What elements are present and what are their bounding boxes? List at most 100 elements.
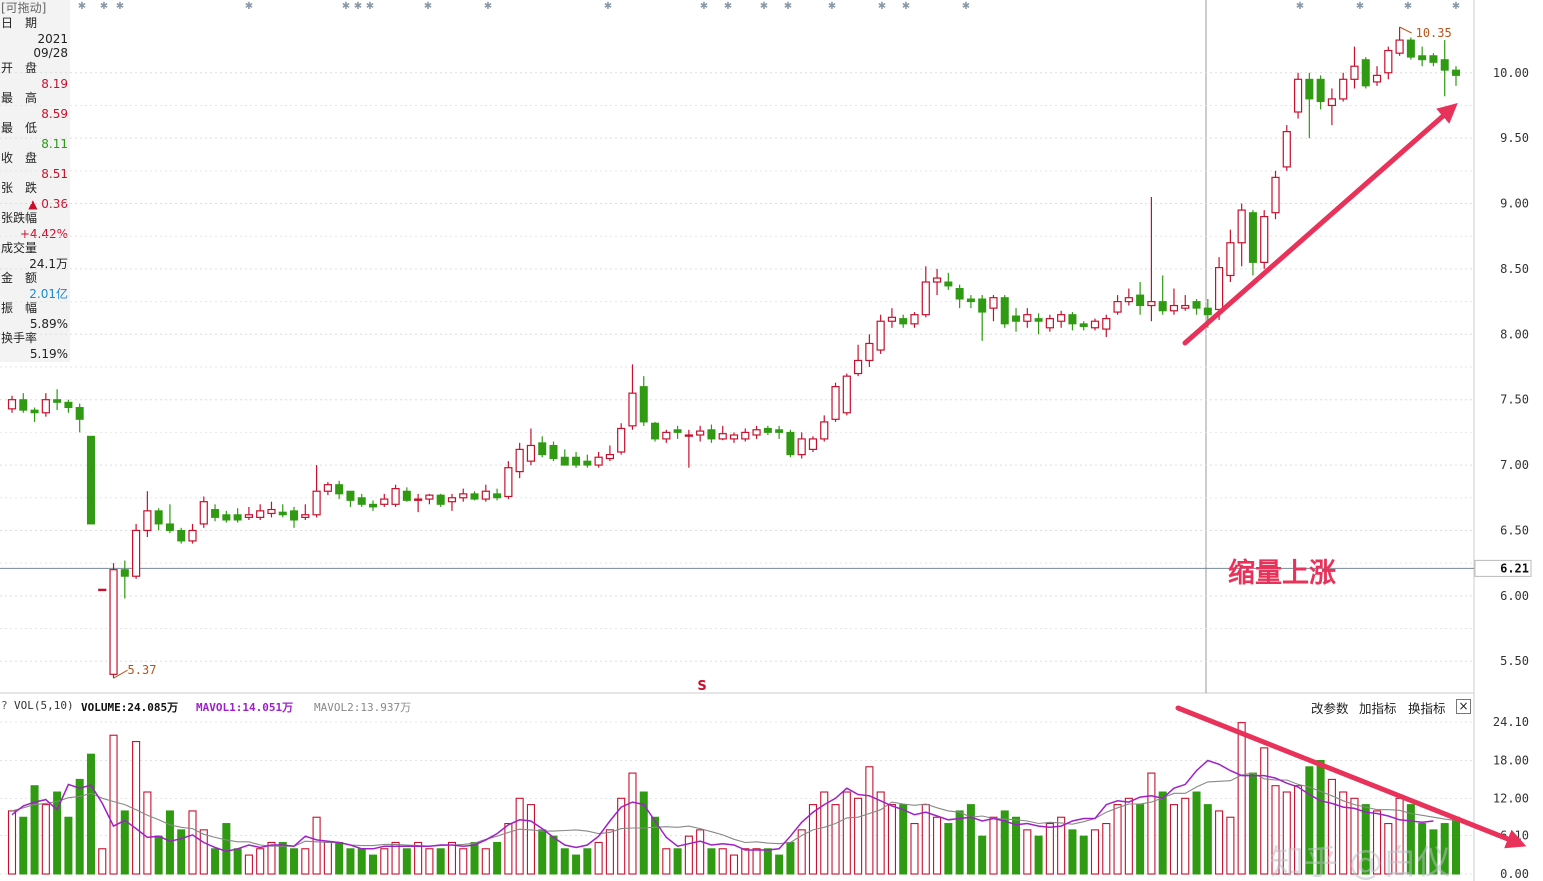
volume-bar-up [515, 797, 524, 875]
price-tick-label: 7.00 [1500, 458, 1529, 472]
volume-bar-down [1305, 766, 1314, 875]
candle-body-up [98, 588, 107, 592]
candle-body-up [853, 359, 863, 375]
volume-bar-down [154, 835, 163, 875]
event-star-icon: ✱ [1404, 1, 1412, 12]
candle-body-up [797, 438, 806, 456]
volume-bar-up [1113, 804, 1122, 875]
volume-bar-up [256, 848, 265, 875]
candle-body-up [808, 438, 818, 450]
amplitude-value: 5.89% [29, 317, 68, 331]
volume-bar-down [1361, 804, 1370, 875]
high-label: 最 高 [1, 91, 38, 105]
change-params-button[interactable]: 改参数 [1311, 701, 1349, 716]
volume-label: 成交量 [1, 241, 38, 255]
candle-body-up [876, 320, 885, 351]
add-indicator-button[interactable]: 加指标 [1359, 701, 1397, 716]
price-tick-label: 7.50 [1500, 393, 1529, 407]
volume-bar-down [583, 848, 592, 875]
help-icon[interactable]: ? [1, 699, 8, 712]
volume-bar-down [639, 791, 648, 875]
candle-body-down [966, 298, 975, 303]
candle-body-up [1282, 131, 1291, 168]
candle-body-up [380, 498, 389, 505]
volume-bar-up [684, 835, 693, 875]
volume-bar-up [605, 829, 614, 875]
volume-bar-up [1023, 829, 1032, 875]
price-axis: 10.00 9.50 9.00 8.50 8.00 7.50 7.00 6.50 6.00 5.5… [1474, 66, 1532, 668]
volume-bar-down [1034, 835, 1043, 875]
min-pointer [113, 669, 128, 679]
event-star-icon: ✱ [878, 1, 886, 12]
volume-bar-down [369, 854, 377, 875]
volume-bar-up [594, 841, 603, 875]
candle-body-down [1418, 55, 1427, 61]
pct-label: 张跌幅 [1, 211, 38, 225]
candle-body-up [910, 314, 919, 325]
candle-body-down [233, 514, 242, 521]
candle-body-down [1452, 69, 1460, 76]
volume-bar-up [188, 810, 197, 875]
candle-body-down [1316, 78, 1325, 103]
volume-tick-label: 0.00 [1500, 867, 1529, 881]
volume-bar-up [380, 848, 389, 875]
candle-body-up [617, 427, 626, 453]
volume-bar-down [470, 841, 479, 875]
change-label: 张 跌 [1, 181, 38, 195]
event-star-icon: ✱ [484, 1, 492, 12]
current-price-box [1474, 559, 1532, 577]
volume-bar-up [1045, 822, 1054, 875]
candle-body-down [154, 510, 163, 525]
close-icon[interactable]: × [1456, 699, 1471, 714]
volume-bar-down [233, 848, 242, 875]
amount-label: 金 额 [1, 271, 38, 285]
volume-bar-up [301, 848, 310, 875]
annotation-text: 缩量上涨 [1228, 557, 1336, 589]
candle-body-up [256, 510, 265, 518]
candle-body-down [470, 493, 479, 500]
date-label: 日 期 [1, 16, 38, 30]
volume-bar-up [132, 741, 141, 875]
candle-body-up [887, 316, 897, 322]
switch-indicator-button[interactable]: 换指标 [1408, 701, 1446, 716]
volume-bar-down [775, 854, 784, 875]
candle-body-down [436, 494, 445, 505]
candle-body-up [628, 392, 637, 427]
volume-bar-up [831, 804, 840, 875]
event-star-icon: ✱ [424, 1, 432, 12]
candle-body-down [402, 490, 411, 501]
volume-bar-down [19, 816, 28, 875]
stock-info-panel: [可拖动] 日 期 2021 09/28 开 盘 8.19 最 高 8.59 最… [0, 0, 70, 362]
event-star-icon: ✱ [828, 1, 836, 12]
candle-body-up [820, 421, 829, 440]
candle-body-up [741, 431, 750, 440]
volume-bar-up [1294, 785, 1303, 875]
volume-bar-down [572, 854, 581, 875]
volume-bar-down [1068, 829, 1077, 875]
date-value: 09/28 [33, 46, 68, 60]
candle-body-up [831, 386, 840, 420]
candle-body-down [572, 456, 581, 466]
volume-bar-down [402, 848, 411, 875]
candle-body-up [1350, 65, 1359, 80]
drag-label[interactable]: [可拖动] [1, 1, 47, 15]
volume-bar-down [1203, 804, 1212, 875]
volume-bar-up [662, 848, 671, 875]
candle-body-down [899, 318, 908, 325]
volume-bar-up [1090, 829, 1100, 875]
volume-bar-up [617, 797, 626, 875]
candle-body-up [1327, 98, 1337, 107]
volume-bar-up [312, 816, 321, 875]
volume-tick-label: 12.00 [1493, 791, 1529, 805]
candle-body-up [1102, 318, 1111, 330]
candle-body-down [1034, 318, 1043, 322]
event-star-icon: ✱ [342, 1, 350, 12]
volume-bar-down [1316, 759, 1325, 875]
volume-bar-down [357, 848, 366, 875]
min-price-label: 5.37 [128, 663, 157, 677]
max-price-label: 10.35 [1416, 26, 1452, 40]
candle-body-up [718, 433, 727, 440]
volume-bar-up [1181, 797, 1190, 875]
candle-body-down [493, 493, 502, 499]
